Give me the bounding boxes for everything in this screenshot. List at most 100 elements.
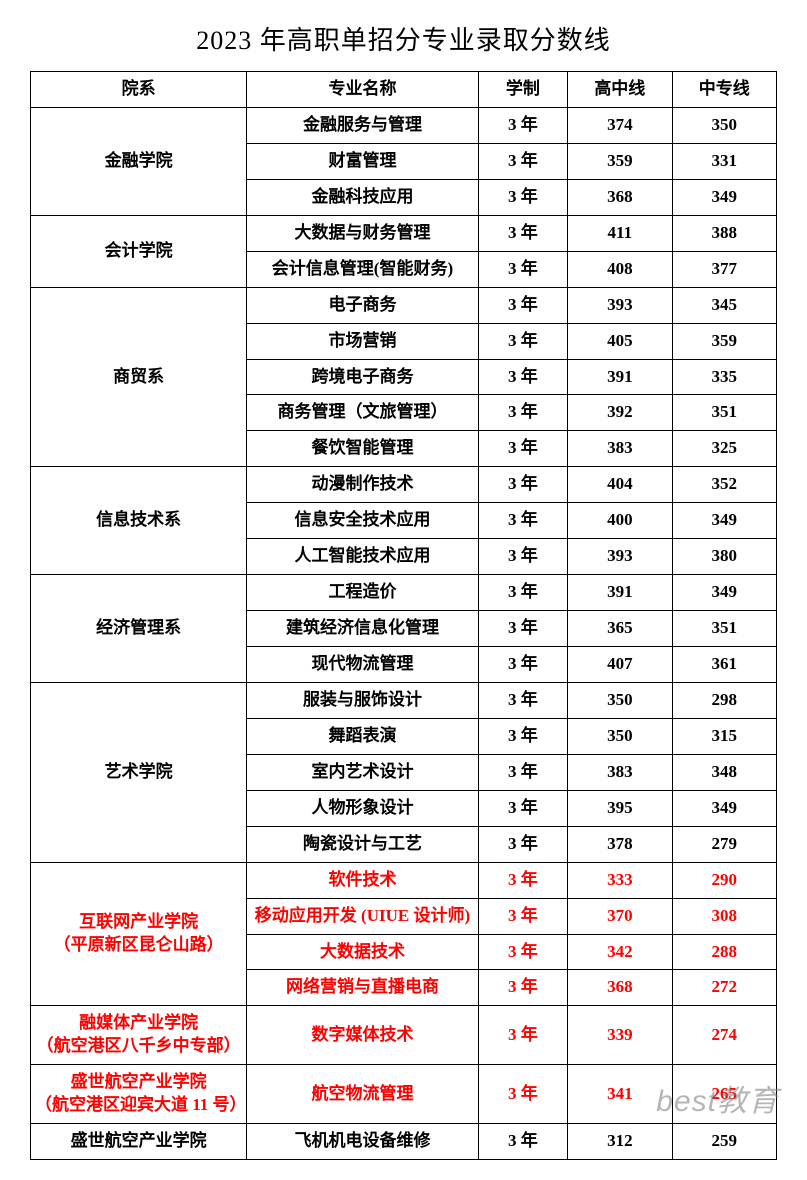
cell-vocational: 274 <box>672 1006 776 1065</box>
cell-highschool: 391 <box>568 575 672 611</box>
cell-years: 3 年 <box>478 395 568 431</box>
cell-vocational: 315 <box>672 718 776 754</box>
cell-vocational: 351 <box>672 395 776 431</box>
cell-major: 现代物流管理 <box>247 647 478 683</box>
cell-highschool: 393 <box>568 287 672 323</box>
cell-highschool: 393 <box>568 539 672 575</box>
cell-major: 航空物流管理 <box>247 1065 478 1124</box>
cell-highschool: 405 <box>568 323 672 359</box>
cell-vocational: 352 <box>672 467 776 503</box>
header-highschool: 高中线 <box>568 72 672 108</box>
cell-dept: 经济管理系 <box>31 575 247 683</box>
cell-vocational: 380 <box>672 539 776 575</box>
cell-highschool: 370 <box>568 898 672 934</box>
table-body: 金融学院金融服务与管理3 年374350财富管理3 年359331金融科技应用3… <box>31 107 777 1159</box>
cell-dept: 会计学院 <box>31 215 247 287</box>
cell-major: 信息安全技术应用 <box>247 503 478 539</box>
cell-highschool: 342 <box>568 934 672 970</box>
cell-vocational: 308 <box>672 898 776 934</box>
cell-years: 3 年 <box>478 431 568 467</box>
cell-major: 建筑经济信息化管理 <box>247 611 478 647</box>
cell-highschool: 368 <box>568 970 672 1006</box>
cell-major: 网络营销与直播电商 <box>247 970 478 1006</box>
cell-years: 3 年 <box>478 754 568 790</box>
cell-major: 人物形象设计 <box>247 790 478 826</box>
cell-dept: 金融学院 <box>31 107 247 215</box>
cell-years: 3 年 <box>478 143 568 179</box>
cell-years: 3 年 <box>478 323 568 359</box>
cell-major: 会计信息管理(智能财务) <box>247 251 478 287</box>
cell-years: 3 年 <box>478 215 568 251</box>
cell-major: 动漫制作技术 <box>247 467 478 503</box>
cell-major: 人工智能技术应用 <box>247 539 478 575</box>
cell-vocational: 288 <box>672 934 776 970</box>
cell-vocational: 351 <box>672 611 776 647</box>
cell-years: 3 年 <box>478 862 568 898</box>
cell-major: 数字媒体技术 <box>247 1006 478 1065</box>
cell-major: 舞蹈表演 <box>247 718 478 754</box>
cell-highschool: 350 <box>568 718 672 754</box>
cell-highschool: 383 <box>568 754 672 790</box>
table-row: 艺术学院服装与服饰设计3 年350298 <box>31 682 777 718</box>
cell-dept: 盛世航空产业学院（航空港区迎宾大道 11 号） <box>31 1065 247 1124</box>
cell-vocational: 361 <box>672 647 776 683</box>
cell-highschool: 341 <box>568 1065 672 1124</box>
cell-vocational: 349 <box>672 179 776 215</box>
table-row: 金融学院金融服务与管理3 年374350 <box>31 107 777 143</box>
page-title: 2023 年高职单招分专业录取分数线 <box>30 20 777 57</box>
table-row: 会计学院大数据与财务管理3 年411388 <box>31 215 777 251</box>
cell-years: 3 年 <box>478 970 568 1006</box>
cell-years: 3 年 <box>478 359 568 395</box>
cell-dept: 艺术学院 <box>31 682 247 862</box>
cell-vocational: 388 <box>672 215 776 251</box>
cell-major: 餐饮智能管理 <box>247 431 478 467</box>
cell-vocational: 348 <box>672 754 776 790</box>
cell-years: 3 年 <box>478 934 568 970</box>
cell-years: 3 年 <box>478 575 568 611</box>
cell-vocational: 377 <box>672 251 776 287</box>
table-row: 商贸系电子商务3 年393345 <box>31 287 777 323</box>
header-dept: 院系 <box>31 72 247 108</box>
cell-major: 室内艺术设计 <box>247 754 478 790</box>
table-row: 互联网产业学院（平原新区昆仑山路）软件技术3 年333290 <box>31 862 777 898</box>
cell-highschool: 383 <box>568 431 672 467</box>
cell-major: 工程造价 <box>247 575 478 611</box>
cell-highschool: 359 <box>568 143 672 179</box>
cell-years: 3 年 <box>478 790 568 826</box>
cell-highschool: 365 <box>568 611 672 647</box>
cell-major: 财富管理 <box>247 143 478 179</box>
cell-years: 3 年 <box>478 647 568 683</box>
header-years: 学制 <box>478 72 568 108</box>
cell-highschool: 350 <box>568 682 672 718</box>
cell-major: 跨境电子商务 <box>247 359 478 395</box>
header-major: 专业名称 <box>247 72 478 108</box>
cell-years: 3 年 <box>478 539 568 575</box>
cell-highschool: 391 <box>568 359 672 395</box>
table-row: 信息技术系动漫制作技术3 年404352 <box>31 467 777 503</box>
header-vocational: 中专线 <box>672 72 776 108</box>
cell-vocational: 349 <box>672 503 776 539</box>
cell-highschool: 407 <box>568 647 672 683</box>
cell-years: 3 年 <box>478 1006 568 1065</box>
cell-highschool: 411 <box>568 215 672 251</box>
cell-major: 大数据与财务管理 <box>247 215 478 251</box>
table-row: 经济管理系工程造价3 年391349 <box>31 575 777 611</box>
cell-years: 3 年 <box>478 287 568 323</box>
cell-highschool: 404 <box>568 467 672 503</box>
cell-highschool: 374 <box>568 107 672 143</box>
cell-major: 陶瓷设计与工艺 <box>247 826 478 862</box>
cell-highschool: 392 <box>568 395 672 431</box>
cell-vocational: 349 <box>672 575 776 611</box>
cell-years: 3 年 <box>478 1065 568 1124</box>
cell-years: 3 年 <box>478 179 568 215</box>
cell-vocational: 272 <box>672 970 776 1006</box>
cell-major: 商务管理（文旅管理） <box>247 395 478 431</box>
cell-vocational: 331 <box>672 143 776 179</box>
table-row: 融媒体产业学院（航空港区八千乡中专部）数字媒体技术3 年339274 <box>31 1006 777 1065</box>
cell-vocational: 335 <box>672 359 776 395</box>
score-table: 院系 专业名称 学制 高中线 中专线 金融学院金融服务与管理3 年374350财… <box>30 71 777 1160</box>
cell-years: 3 年 <box>478 467 568 503</box>
cell-major: 金融服务与管理 <box>247 107 478 143</box>
cell-vocational: 359 <box>672 323 776 359</box>
cell-vocational: 265 <box>672 1065 776 1124</box>
